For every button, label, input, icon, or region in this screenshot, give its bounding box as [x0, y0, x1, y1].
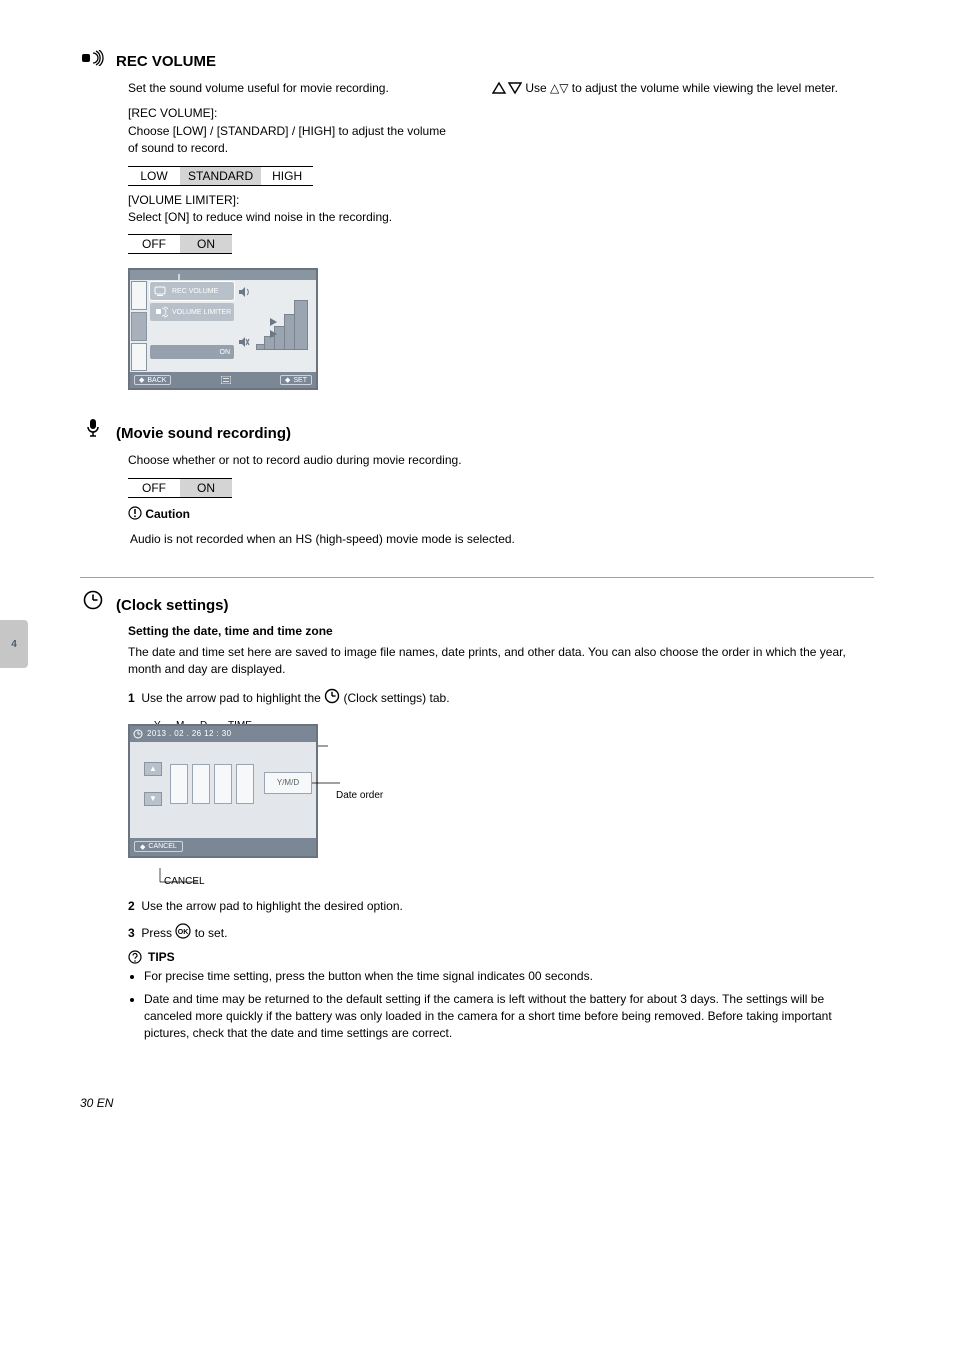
section-movie-sound: (Movie sound recording) Choose whether o… — [80, 418, 874, 548]
volume-limiter-lead: [VOLUME LIMITER]: Select [ON] to reduce … — [128, 192, 458, 227]
step3-num: 3 — [128, 926, 135, 940]
clock-icon — [80, 590, 106, 613]
up-down-icon — [492, 81, 522, 95]
movie-sound-caution: Audio is not recorded when an HS (high-s… — [130, 531, 874, 548]
opt-on: ON — [180, 235, 232, 254]
clock-title: (Clock settings) — [116, 597, 229, 614]
rec-volume-right-para: Use △▽ to adjust the volume while viewin… — [492, 80, 874, 100]
clock-screenshot: 2013 . 02 . 26 12 : 30 ▲ ▼ Y/M/D — [128, 724, 318, 858]
section-clock: (Clock settings) Setting the date, time … — [80, 590, 874, 1042]
tips-title: TIPS — [148, 950, 175, 964]
caution-label: Caution — [145, 507, 190, 521]
rec-volume-lead: Set the sound volume useful for movie re… — [128, 80, 458, 97]
step1-text-a: Use the arrow pad to highlight the — [141, 691, 324, 705]
clock-bottom-cancel: ◆CANCEL — [134, 841, 183, 852]
movie-sound-table: OFF ON — [128, 478, 232, 498]
mock-row-limiter: VOLUME LIMITER — [150, 303, 234, 321]
callout-line-cancel — [128, 868, 328, 888]
sound-off: OFF — [128, 478, 180, 497]
side-tab-number: 4 — [11, 639, 17, 650]
ok-button-icon: OK — [175, 923, 191, 939]
tip-2: Date and time may be returned to the def… — [144, 991, 874, 1041]
page-side-tab: 4 — [0, 620, 28, 668]
tips-block: TIPS For precise time setting, press the… — [128, 950, 874, 1041]
sound-on: ON — [180, 478, 232, 497]
movie-sound-lead: Choose whether or not to record audio du… — [128, 452, 874, 469]
caution-icon — [128, 506, 142, 520]
step1-num: 1 — [128, 691, 135, 705]
tips-icon — [128, 950, 142, 964]
mock-row-recvolume: REC VOLUME — [150, 282, 234, 300]
movie-sound-title: (Movie sound recording) — [116, 425, 291, 442]
opt-standard: STANDARD — [180, 166, 261, 185]
step2-num: 2 — [128, 899, 135, 913]
rec-volume-title: REC VOLUME — [116, 53, 216, 70]
step1-text-b: (Clock settings) tab. — [343, 691, 449, 705]
rec-volume-submenu-label: [REC VOLUME]: — [128, 106, 217, 120]
rec-volume-icon — [80, 50, 106, 69]
clock-icon-inline — [324, 688, 340, 704]
section-divider — [80, 577, 874, 578]
callout-cancel: CANCEL — [164, 876, 205, 887]
page-number: 30 EN — [80, 1096, 113, 1110]
callout-dateorder: Date order — [336, 790, 383, 801]
clock-para1: The date and time set here are saved to … — [128, 644, 874, 679]
clock-mock-wrapper: Y M D TIME 2013 . 02 . 26 12 : 30 — [128, 724, 428, 858]
clock-icon-small — [133, 729, 143, 739]
rec-volume-submenu-desc: Choose [LOW] / [STANDARD] / [HIGH] to ad… — [128, 124, 446, 155]
opt-high: HIGH — [261, 166, 313, 185]
opt-off: OFF — [128, 235, 180, 254]
step3-after: to set. — [195, 926, 228, 940]
tip-1: For precise time setting, press the butt… — [144, 968, 874, 985]
clock-mock-title: 2013 . 02 . 26 12 : 30 — [147, 729, 231, 738]
clock-subheading: Setting the date, time and time zone — [128, 624, 874, 638]
microphone-icon — [80, 418, 106, 441]
svg-text:OK: OK — [178, 929, 189, 936]
rec-volume-options-table: LOW STANDARD HIGH — [128, 166, 313, 186]
opt-low: LOW — [128, 166, 180, 185]
step2-text: Use the arrow pad to highlight the desir… — [141, 899, 403, 913]
rec-volume-screenshot: REC VOLUME VOLUME LIMITER ON — [128, 268, 318, 390]
section-rec-volume: REC VOLUME Set the sound volume useful f… — [80, 50, 874, 390]
volume-limiter-table: OFF ON — [128, 234, 232, 254]
step3-before: Press — [141, 926, 175, 940]
